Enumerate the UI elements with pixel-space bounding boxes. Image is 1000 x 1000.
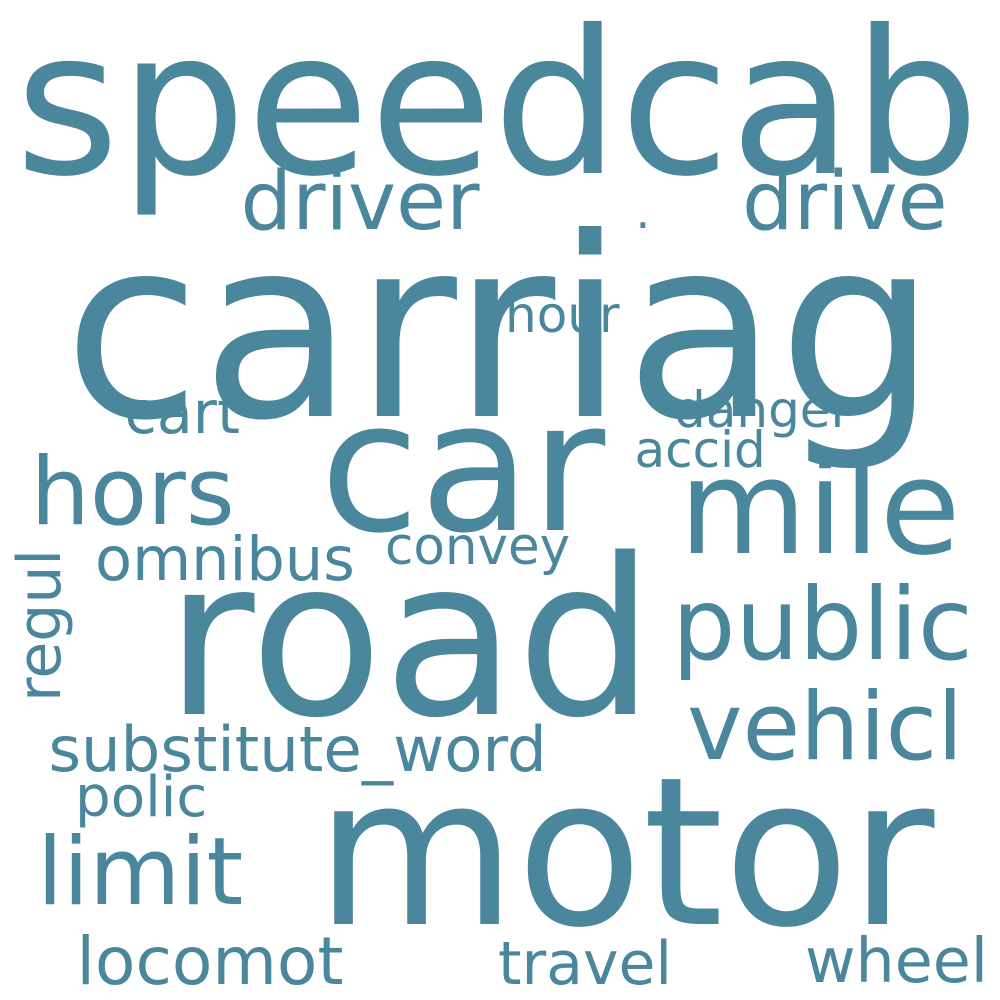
word-accid: accid [634, 421, 766, 479]
word-limit: limit [37, 817, 244, 927]
word-substitute-word: substitute_word [48, 712, 547, 786]
word-vehicl: vehicl [687, 672, 964, 782]
word-car: car [320, 362, 606, 573]
word-wheel: wheel [805, 924, 988, 997]
word-carriag: carriag [63, 184, 937, 475]
word-hors: hors [30, 437, 235, 547]
word-cart: cart [124, 378, 241, 447]
word-locomot: locomot [76, 922, 344, 1000]
word-public: public [672, 566, 973, 683]
word-regul: regul [5, 548, 75, 702]
word-mile: mile [679, 431, 961, 584]
word-omnibus: omnibus [95, 524, 355, 595]
word-driver: driver [240, 155, 480, 249]
word-road: road [165, 513, 655, 766]
word-convey: convey [385, 516, 571, 577]
word-travel: travel [498, 929, 673, 999]
word-polic: polic [75, 764, 208, 830]
word-speedcab: speedcab [15, 0, 980, 221]
word-motor: motor [315, 732, 935, 973]
word-danger: danger [674, 381, 852, 439]
word-dot: . [635, 184, 651, 239]
word-drive: drive [742, 155, 948, 249]
word-hour: hour [505, 286, 620, 344]
